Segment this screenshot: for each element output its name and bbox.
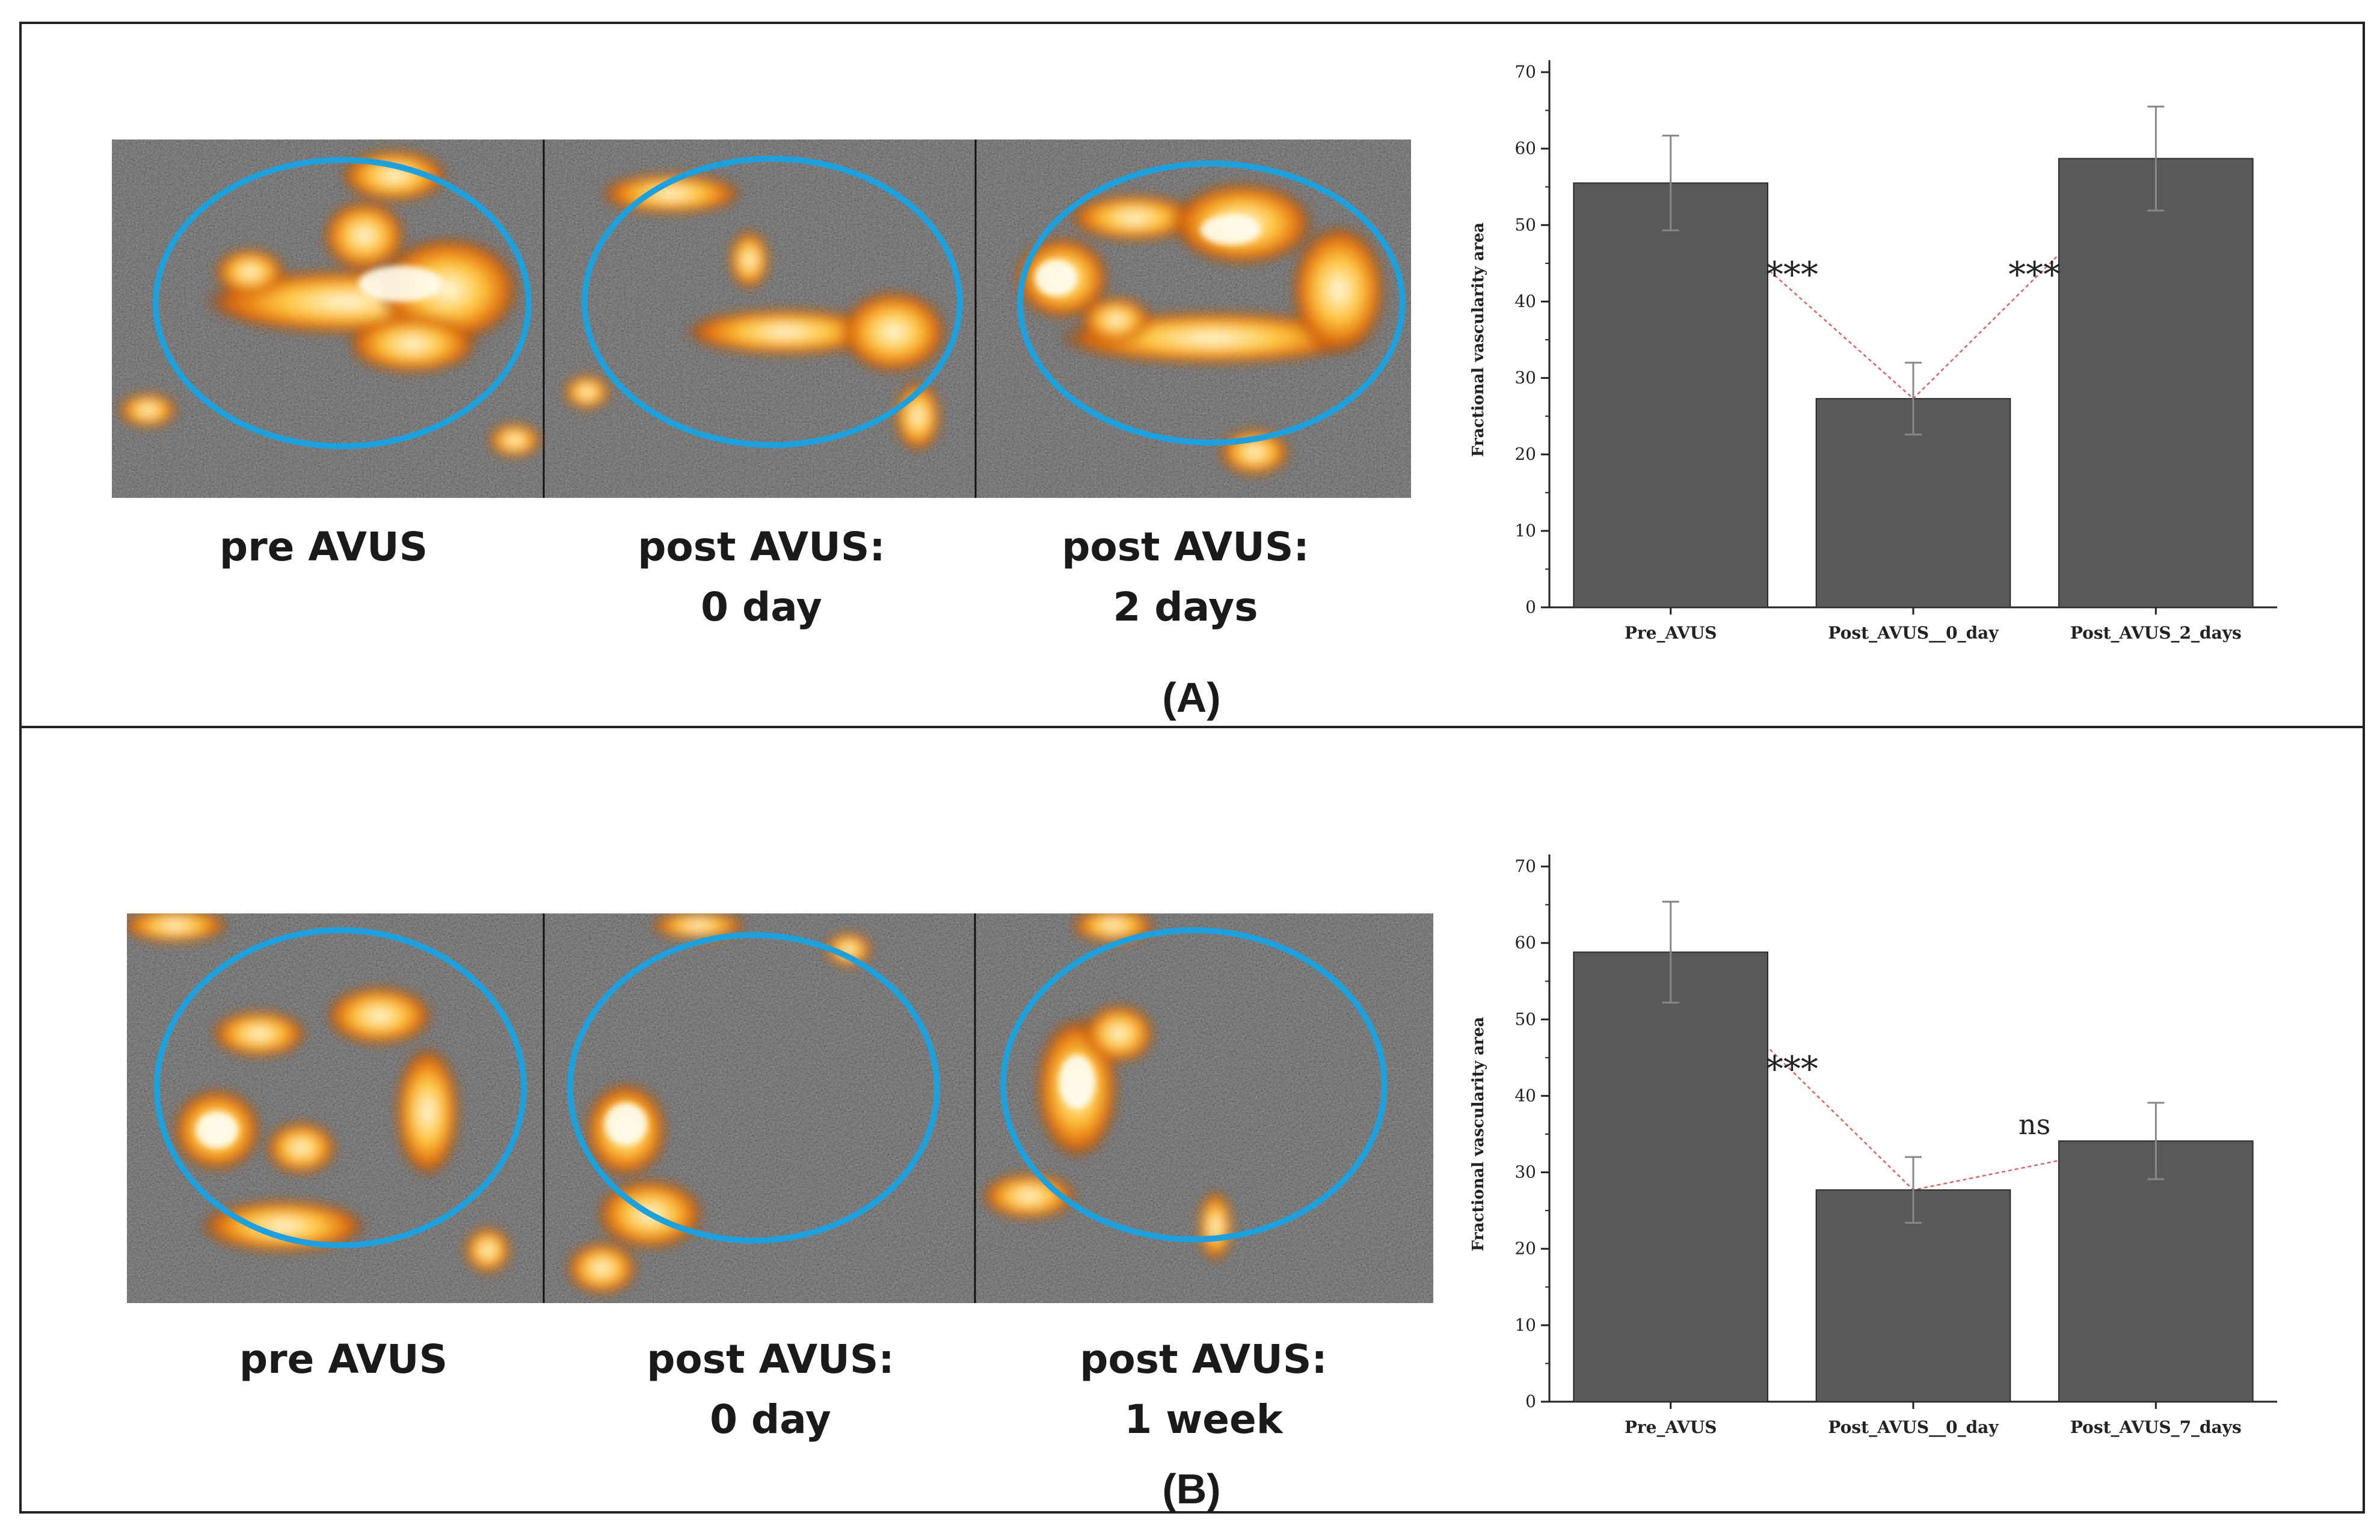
flow-signal-a1 [118,149,542,458]
flow-signal-a2 [563,173,948,452]
y-tick-label: 10 [1514,1315,1536,1335]
y-tick-label: 70 [1514,856,1536,876]
caption-post-avus-2-days: post AVUS: 2 days [1062,524,1309,630]
ultrasound-strip-a [112,140,1411,498]
x-tick-label: Pre_AVUS [1625,623,1717,643]
x-tick-label: Post_AVUS__0_day [1828,1417,1999,1437]
y-tick-label: 70 [1514,62,1536,82]
y-tick-label: 60 [1514,138,1536,158]
flow-signal-b1 [127,913,512,1274]
significance-label: *** [1766,254,1818,295]
panel-b: pre AVUS post AVUS: 0 day post AVUS: 1 w… [19,726,2365,1514]
roi-ellipse [154,927,527,1248]
panel-label-a: (A) [1162,674,1221,721]
y-tick-label: 40 [1514,1085,1536,1105]
bar [2058,158,2254,608]
caption-post-avus-0-day: post AVUS: 0 day [638,524,885,630]
y-tick-label: 50 [1514,1009,1536,1029]
caption-post-avus-1-week: post AVUS: 1 week [1080,1336,1327,1443]
bar [2058,1140,2254,1402]
ultrasound-strip-b [127,913,1433,1303]
bar [1573,182,1768,609]
y-tick-label: 60 [1514,933,1536,953]
x-tick-label: Post_AVUS_2_days [2070,623,2242,643]
significance-label: *** [1766,1049,1818,1090]
panel-a: pre AVUS post AVUS: 0 day post AVUS: 2 d… [19,22,2365,728]
bar [1815,1189,2011,1402]
y-tick-label: 0 [1525,1391,1536,1411]
y-tick-label: 20 [1514,444,1536,464]
y-tick-label: 10 [1514,521,1536,541]
y-tick-label: 40 [1514,291,1536,311]
significance-label: *** [2008,254,2061,295]
y-tick-label: 20 [1514,1239,1536,1259]
y-tick-label: 30 [1514,1162,1536,1182]
y-tick-label: 50 [1514,215,1536,235]
bar-chart-a: Fractional vascularity area 0 10 20 30 40 50 60… [1469,60,2277,643]
caption-pre-avus: pre AVUS [219,524,428,570]
y-tick-label: 30 [1514,368,1536,388]
x-tick-label: Post_AVUS_7_days [2070,1417,2242,1437]
roi-ellipse [153,157,532,449]
panel-label-b: (B) [1162,1465,1221,1512]
y-axis-label: Fractional vascularity area [1469,222,1487,457]
y-tick-label: 0 [1525,597,1536,617]
x-tick-label: Post_AVUS__0_day [1828,623,1999,643]
bar [1573,951,1768,1402]
y-axis-label: Fractional vascularity area [1469,1017,1487,1251]
roi-ellipse [1017,161,1406,446]
roi-ellipse [582,156,963,448]
caption-pre-avus: pre AVUS [239,1336,448,1382]
significance-label: ns [2019,1108,2050,1141]
caption-post-avus-0-day: post AVUS: 0 day [647,1336,894,1443]
bar-chart-b: Fractional vascularity area 0 10 20 30 40 50 60… [1469,854,2277,1437]
x-tick-label: Pre_AVUS [1625,1417,1717,1437]
roi-ellipse [1000,927,1388,1242]
roi-ellipse [567,932,940,1244]
